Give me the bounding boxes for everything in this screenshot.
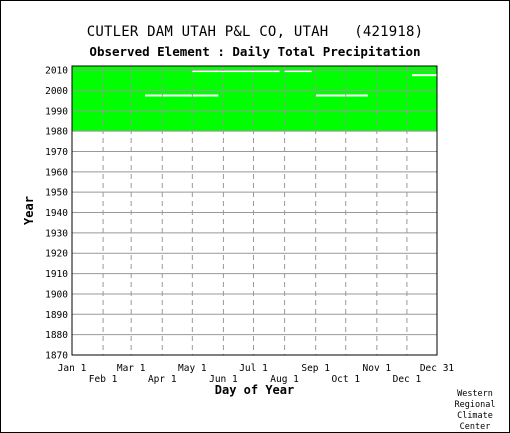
x-tick-label: Jan 1 xyxy=(58,363,87,374)
chart-title: CUTLER DAM UTAH P&L CO, UTAH (421918) xyxy=(86,24,424,40)
x-tick-label: May 1 xyxy=(178,363,207,374)
credit-line: Regional xyxy=(454,400,496,410)
credit-line: Western xyxy=(457,389,493,399)
x-tick-label: Jul 1 xyxy=(239,363,268,374)
y-tick-label: 1890 xyxy=(45,310,68,321)
x-tick-label: Dec 31 xyxy=(420,363,455,374)
y-tick-label: 1980 xyxy=(45,127,68,138)
x-tick-label: Dec 1 xyxy=(393,374,422,385)
missing-data-segment xyxy=(411,74,437,77)
y-tick-label: 1940 xyxy=(45,208,68,219)
x-tick-label: Jun 1 xyxy=(209,374,238,385)
x-tick-label: Feb 1 xyxy=(89,374,118,385)
y-tick-label: 2010 xyxy=(45,66,68,77)
missing-data-segment xyxy=(145,94,219,97)
y-axis-label: Year xyxy=(22,196,36,225)
credit-line: Climate xyxy=(457,411,493,421)
y-tick-label: 1920 xyxy=(45,249,68,260)
y-tick-label: 1930 xyxy=(45,228,68,239)
observed-data-band xyxy=(72,66,437,132)
y-tick-label: 1880 xyxy=(45,330,68,341)
missing-data-segment xyxy=(315,94,368,97)
y-tick-label: 1870 xyxy=(45,351,68,362)
wrcc-credit: Western Regional Climate Center xyxy=(440,389,510,433)
x-axis-label: Day of Year xyxy=(215,383,294,397)
y-tick-label: 1960 xyxy=(45,167,68,178)
y-tick-label: 1900 xyxy=(45,289,68,300)
y-tick-label: 2000 xyxy=(45,86,68,97)
x-tick-label: Mar 1 xyxy=(117,363,146,374)
missing-data-segment xyxy=(192,70,280,73)
y-tick-label: 1990 xyxy=(45,106,68,117)
x-tick-label: Oct 1 xyxy=(331,374,360,385)
plot-border xyxy=(71,65,438,356)
y-tick-label: 1910 xyxy=(45,269,68,280)
credit-line: Center xyxy=(459,422,491,432)
x-tick-label: Apr 1 xyxy=(148,374,177,385)
x-tick-label: Nov 1 xyxy=(363,363,392,374)
y-tick-label: 1970 xyxy=(45,147,68,158)
chart-subtitle: Observed Element : Daily Total Precipita… xyxy=(89,44,421,59)
x-tick-label: Sep 1 xyxy=(301,363,330,374)
missing-data-segment xyxy=(284,70,312,73)
y-tick-label: 1950 xyxy=(45,188,68,199)
x-tick-label: Aug 1 xyxy=(270,374,299,385)
missing-data-segment xyxy=(145,131,437,134)
